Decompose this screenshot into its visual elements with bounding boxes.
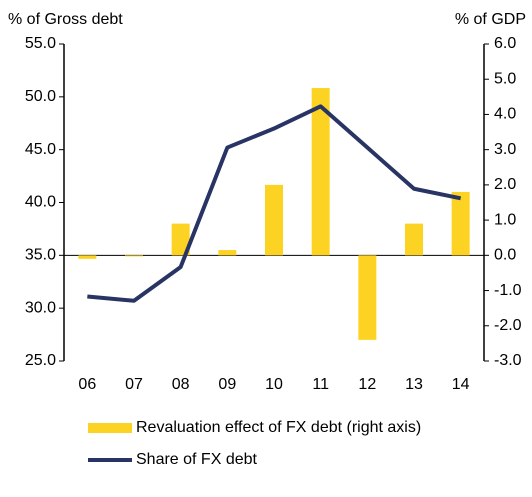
y-tick-label: 35.0 [25,247,56,264]
y2-tick-label: 4.0 [494,106,516,123]
y2-tick-label: 3.0 [494,141,516,158]
bar [358,255,377,340]
x-tick-label: 13 [405,376,423,393]
x-tick-label: 07 [125,376,143,393]
bar [311,88,330,256]
y-tick-label: 25.0 [25,352,56,369]
y-tick-label: 55.0 [25,35,56,52]
line [87,104,462,303]
y2-tick-label: 2.0 [494,176,516,193]
y2-tick-label: 6.0 [494,35,516,52]
legend-swatch [88,423,132,433]
bar [78,255,97,259]
y2-tick-label: -2.0 [494,317,522,334]
y2-tick-label: -1.0 [494,282,522,299]
bar [265,184,283,256]
x-tick-label: 12 [358,376,376,393]
x-tick-label: 14 [452,376,470,393]
bar [451,191,470,256]
x-tick-label: 06 [78,376,96,393]
x-tick-label: 09 [218,376,236,393]
y2-tick-label: 5.0 [494,70,516,87]
bar [171,223,190,256]
x-tick-label: 10 [265,376,283,393]
x-tick-label: 11 [312,376,329,393]
y2-tick-label: 1.0 [494,211,516,228]
y2-axis-label: % of GDP [455,11,526,28]
y-tick-label: 40.0 [25,194,56,211]
y-axis-label: % of Gross debt [8,11,123,28]
legend-label: Share of FX debt [136,451,258,468]
x-tick-label: 08 [172,376,190,393]
bar [125,255,143,257]
y2-tick-label: -3.0 [494,352,522,369]
bar [218,250,237,256]
legend-label: Revaluation effect of FX debt (right axi… [136,419,421,436]
y-tick-label: 30.0 [25,299,56,316]
y2-tick-label: 0.0 [494,247,516,264]
y-tick-label: 50.0 [25,88,56,105]
bar [405,223,423,256]
y-tick-label: 45.0 [25,141,56,158]
